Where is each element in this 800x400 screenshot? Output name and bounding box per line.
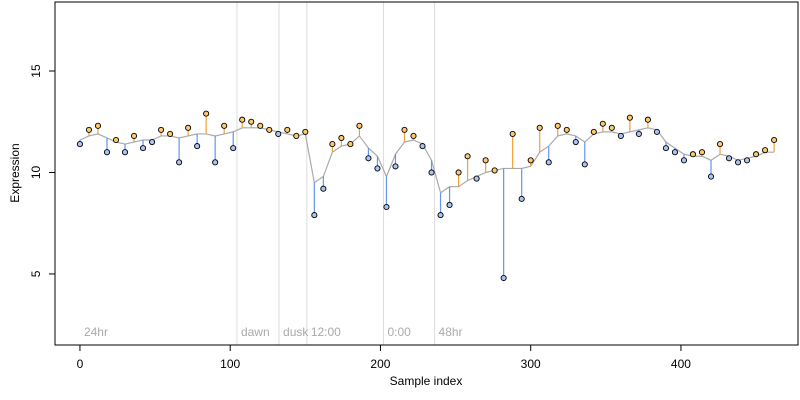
point: [518, 195, 525, 202]
point: [689, 151, 697, 158]
point: [121, 149, 129, 156]
point: [284, 126, 291, 133]
y-tick-label: 15: [29, 64, 43, 78]
point: [482, 157, 489, 164]
point: [410, 132, 417, 140]
point: [608, 124, 615, 131]
point: [744, 157, 751, 164]
point: [572, 138, 579, 146]
point: [437, 212, 444, 219]
point: [212, 159, 219, 166]
point: [734, 159, 742, 166]
point: [626, 114, 633, 121]
point: [473, 175, 480, 182]
point: [455, 169, 462, 176]
point: [257, 122, 264, 129]
point: [680, 157, 688, 164]
point: [347, 141, 354, 148]
point: [698, 149, 706, 156]
point: [176, 159, 183, 166]
annotation: 12:00: [311, 325, 341, 339]
point: [167, 130, 174, 137]
point: [554, 122, 561, 129]
x-axis-label: Sample index: [390, 374, 463, 388]
point: [139, 145, 147, 152]
annotation: dawn: [241, 325, 270, 339]
point: [130, 132, 138, 140]
point: [230, 145, 237, 152]
point: [762, 147, 769, 154]
point: [194, 143, 201, 150]
point: [599, 120, 606, 127]
point: [320, 185, 327, 192]
point: [185, 124, 192, 131]
point: [545, 159, 552, 166]
annotation: 48hr: [439, 325, 463, 339]
point: [103, 149, 111, 156]
point: [203, 110, 210, 117]
point: [248, 118, 255, 125]
annotation: dusk: [283, 325, 309, 339]
point: [356, 122, 363, 129]
point: [753, 151, 760, 158]
annotation: 24hr: [84, 325, 108, 339]
point: [76, 141, 83, 148]
point: [671, 149, 678, 156]
plot-frame: [54, 1, 799, 346]
y-tick-label: 5: [29, 270, 43, 277]
x-tick-label: 200: [370, 357, 390, 371]
point: [581, 161, 588, 168]
point: [536, 124, 543, 131]
point: [302, 128, 309, 135]
point: [112, 136, 120, 144]
point: [491, 167, 498, 174]
point: [419, 143, 426, 150]
point: [662, 145, 669, 152]
point: [653, 128, 660, 135]
x-tick-label: 300: [521, 357, 541, 371]
y-tick-label: 10: [29, 165, 43, 179]
point: [509, 130, 516, 137]
point: [464, 153, 471, 160]
point: [725, 155, 733, 162]
fitted-line: [79, 127, 775, 194]
point: [500, 274, 507, 282]
point: [293, 132, 300, 140]
point: [392, 163, 399, 170]
x-tick-label: 400: [671, 357, 691, 371]
point: [771, 136, 778, 144]
point: [635, 130, 642, 137]
point: [239, 116, 246, 123]
point: [221, 122, 228, 129]
point: [329, 141, 336, 148]
point: [266, 126, 273, 133]
point: [527, 157, 534, 164]
point: [383, 203, 390, 211]
point: [275, 130, 282, 137]
point: [446, 201, 453, 209]
point: [563, 126, 570, 133]
point: [590, 128, 597, 135]
point: [149, 138, 156, 146]
point: [94, 122, 102, 129]
annotation: 0:00: [387, 325, 411, 339]
x-tick-label: 100: [220, 357, 240, 371]
y-axis-label: Expression: [8, 143, 22, 202]
point: [644, 116, 651, 123]
point: [401, 126, 408, 133]
point: [85, 126, 93, 133]
point: [617, 132, 624, 140]
point: [707, 173, 715, 180]
point: [365, 155, 372, 162]
x-tick-label: 0: [77, 357, 84, 371]
point: [158, 126, 165, 133]
point: [374, 165, 381, 172]
point: [428, 169, 435, 176]
point: [338, 134, 345, 142]
point: [716, 141, 724, 148]
point: [311, 212, 318, 219]
